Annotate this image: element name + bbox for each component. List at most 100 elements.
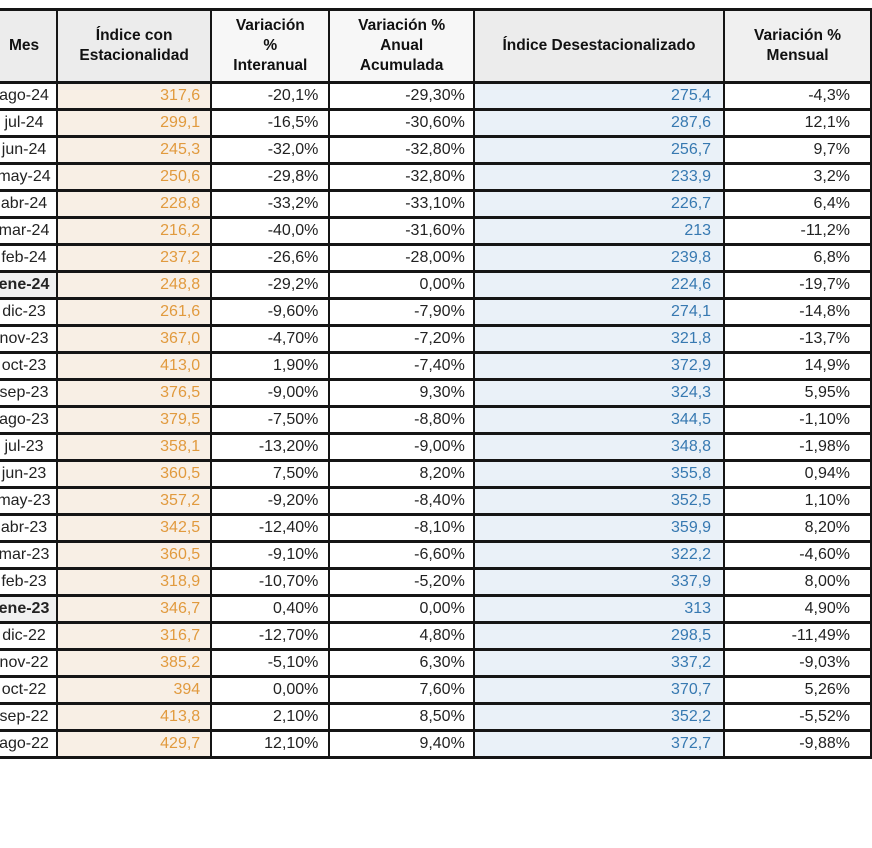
cell-indice-desestacionalizado[interactable]: 322,2 <box>472 540 726 570</box>
cell-variacion-anual-acumulada[interactable]: -7,20% <box>328 324 475 354</box>
cell-mes[interactable]: nov-23 <box>0 324 59 354</box>
cell-indice-con-estacionalidad[interactable]: 360,5 <box>56 540 213 570</box>
cell-variacion-mensual[interactable]: 4,90% <box>723 594 872 624</box>
cell-variacion-interanual[interactable]: -16,5% <box>210 108 331 138</box>
cell-variacion-anual-acumulada[interactable]: -8,40% <box>328 486 475 516</box>
cell-indice-desestacionalizado[interactable]: 352,2 <box>472 702 726 732</box>
cell-indice-con-estacionalidad[interactable]: 360,5 <box>56 459 213 489</box>
cell-variacion-mensual[interactable]: 1,10% <box>723 486 872 516</box>
cell-variacion-mensual[interactable]: -4,3% <box>723 81 872 111</box>
cell-variacion-anual-acumulada[interactable]: -33,10% <box>328 189 475 219</box>
cell-variacion-mensual[interactable]: 8,00% <box>723 567 872 597</box>
cell-indice-con-estacionalidad[interactable]: 358,1 <box>56 432 213 462</box>
cell-variacion-mensual[interactable]: -19,7% <box>723 270 872 300</box>
cell-variacion-interanual[interactable]: -29,8% <box>210 162 331 192</box>
cell-indice-desestacionalizado[interactable]: 287,6 <box>472 108 726 138</box>
cell-mes[interactable]: ago-24 <box>0 81 59 111</box>
cell-indice-con-estacionalidad[interactable]: 367,0 <box>56 324 213 354</box>
cell-variacion-interanual[interactable]: 12,10% <box>210 729 331 759</box>
cell-variacion-anual-acumulada[interactable]: -28,00% <box>328 243 475 273</box>
cell-mes[interactable]: abr-23 <box>0 513 59 543</box>
cell-variacion-mensual[interactable]: 3,2% <box>723 162 872 192</box>
cell-indice-con-estacionalidad[interactable]: 346,7 <box>56 594 213 624</box>
cell-variacion-mensual[interactable]: -1,98% <box>723 432 872 462</box>
cell-mes[interactable]: may-23 <box>0 486 59 516</box>
cell-variacion-interanual[interactable]: -9,20% <box>210 486 331 516</box>
cell-indice-desestacionalizado[interactable]: 337,9 <box>472 567 726 597</box>
cell-indice-con-estacionalidad[interactable]: 342,5 <box>56 513 213 543</box>
cell-indice-con-estacionalidad[interactable]: 316,7 <box>56 621 213 651</box>
cell-variacion-interanual[interactable]: -13,20% <box>210 432 331 462</box>
cell-variacion-anual-acumulada[interactable]: -7,90% <box>328 297 475 327</box>
cell-variacion-interanual[interactable]: -9,00% <box>210 378 331 408</box>
cell-variacion-interanual[interactable]: -7,50% <box>210 405 331 435</box>
cell-variacion-mensual[interactable]: 8,20% <box>723 513 872 543</box>
cell-indice-desestacionalizado[interactable]: 370,7 <box>472 675 726 705</box>
cell-indice-desestacionalizado[interactable]: 313 <box>472 594 726 624</box>
cell-mes[interactable]: dic-23 <box>0 297 59 327</box>
header-variacion-anual-acumulada[interactable]: Variación % Anual Acumulada <box>328 8 475 84</box>
header-mes[interactable]: Mes <box>0 8 59 84</box>
cell-mes[interactable]: sep-23 <box>0 378 59 408</box>
cell-indice-con-estacionalidad[interactable]: 237,2 <box>56 243 213 273</box>
cell-variacion-mensual[interactable]: -11,49% <box>723 621 872 651</box>
cell-indice-con-estacionalidad[interactable]: 317,6 <box>56 81 213 111</box>
cell-mes[interactable]: ago-23 <box>0 405 59 435</box>
cell-variacion-anual-acumulada[interactable]: 8,50% <box>328 702 475 732</box>
cell-indice-con-estacionalidad[interactable]: 357,2 <box>56 486 213 516</box>
cell-mes[interactable]: abr-24 <box>0 189 59 219</box>
cell-mes[interactable]: sep-22 <box>0 702 59 732</box>
cell-indice-desestacionalizado[interactable]: 213 <box>472 216 726 246</box>
cell-variacion-anual-acumulada[interactable]: 0,00% <box>328 270 475 300</box>
cell-indice-con-estacionalidad[interactable]: 379,5 <box>56 405 213 435</box>
cell-mes[interactable]: feb-23 <box>0 567 59 597</box>
cell-variacion-mensual[interactable]: -13,7% <box>723 324 872 354</box>
cell-mes[interactable]: may-24 <box>0 162 59 192</box>
cell-variacion-interanual[interactable]: -20,1% <box>210 81 331 111</box>
cell-variacion-interanual[interactable]: -33,2% <box>210 189 331 219</box>
cell-variacion-interanual[interactable]: -26,6% <box>210 243 331 273</box>
cell-variacion-anual-acumulada[interactable]: 4,80% <box>328 621 475 651</box>
cell-indice-desestacionalizado[interactable]: 348,8 <box>472 432 726 462</box>
cell-variacion-mensual[interactable]: -9,88% <box>723 729 872 759</box>
cell-variacion-anual-acumulada[interactable]: -29,30% <box>328 81 475 111</box>
cell-indice-desestacionalizado[interactable]: 321,8 <box>472 324 726 354</box>
header-variacion-mensual[interactable]: Variación % Mensual <box>723 8 872 84</box>
cell-variacion-interanual[interactable]: 0,40% <box>210 594 331 624</box>
cell-variacion-interanual[interactable]: -32,0% <box>210 135 331 165</box>
cell-indice-desestacionalizado[interactable]: 359,9 <box>472 513 726 543</box>
cell-variacion-mensual[interactable]: -11,2% <box>723 216 872 246</box>
cell-indice-desestacionalizado[interactable]: 324,3 <box>472 378 726 408</box>
cell-mes[interactable]: dic-22 <box>0 621 59 651</box>
cell-variacion-interanual[interactable]: 2,10% <box>210 702 331 732</box>
cell-mes[interactable]: oct-22 <box>0 675 59 705</box>
cell-mes[interactable]: ene-23 <box>0 594 59 624</box>
cell-variacion-interanual[interactable]: -29,2% <box>210 270 331 300</box>
cell-indice-con-estacionalidad[interactable]: 261,6 <box>56 297 213 327</box>
header-variacion-interanual[interactable]: Variación % Interanual <box>210 8 331 84</box>
cell-indice-desestacionalizado[interactable]: 372,7 <box>472 729 726 759</box>
cell-variacion-interanual[interactable]: -40,0% <box>210 216 331 246</box>
cell-indice-con-estacionalidad[interactable]: 385,2 <box>56 648 213 678</box>
cell-variacion-mensual[interactable]: 9,7% <box>723 135 872 165</box>
cell-variacion-mensual[interactable]: 12,1% <box>723 108 872 138</box>
cell-mes[interactable]: jul-24 <box>0 108 59 138</box>
cell-indice-desestacionalizado[interactable]: 256,7 <box>472 135 726 165</box>
cell-mes[interactable]: ago-22 <box>0 729 59 759</box>
cell-indice-con-estacionalidad[interactable]: 248,8 <box>56 270 213 300</box>
cell-indice-desestacionalizado[interactable]: 226,7 <box>472 189 726 219</box>
cell-indice-desestacionalizado[interactable]: 355,8 <box>472 459 726 489</box>
cell-variacion-interanual[interactable]: 7,50% <box>210 459 331 489</box>
cell-variacion-mensual[interactable]: -5,52% <box>723 702 872 732</box>
cell-indice-desestacionalizado[interactable]: 274,1 <box>472 297 726 327</box>
cell-variacion-interanual[interactable]: -9,60% <box>210 297 331 327</box>
cell-indice-con-estacionalidad[interactable]: 429,7 <box>56 729 213 759</box>
cell-variacion-anual-acumulada[interactable]: -7,40% <box>328 351 475 381</box>
cell-variacion-mensual[interactable]: 5,95% <box>723 378 872 408</box>
cell-variacion-mensual[interactable]: 14,9% <box>723 351 872 381</box>
cell-variacion-interanual[interactable]: -12,40% <box>210 513 331 543</box>
cell-variacion-anual-acumulada[interactable]: -8,10% <box>328 513 475 543</box>
cell-indice-desestacionalizado[interactable]: 337,2 <box>472 648 726 678</box>
cell-variacion-interanual[interactable]: 1,90% <box>210 351 331 381</box>
cell-indice-con-estacionalidad[interactable]: 299,1 <box>56 108 213 138</box>
